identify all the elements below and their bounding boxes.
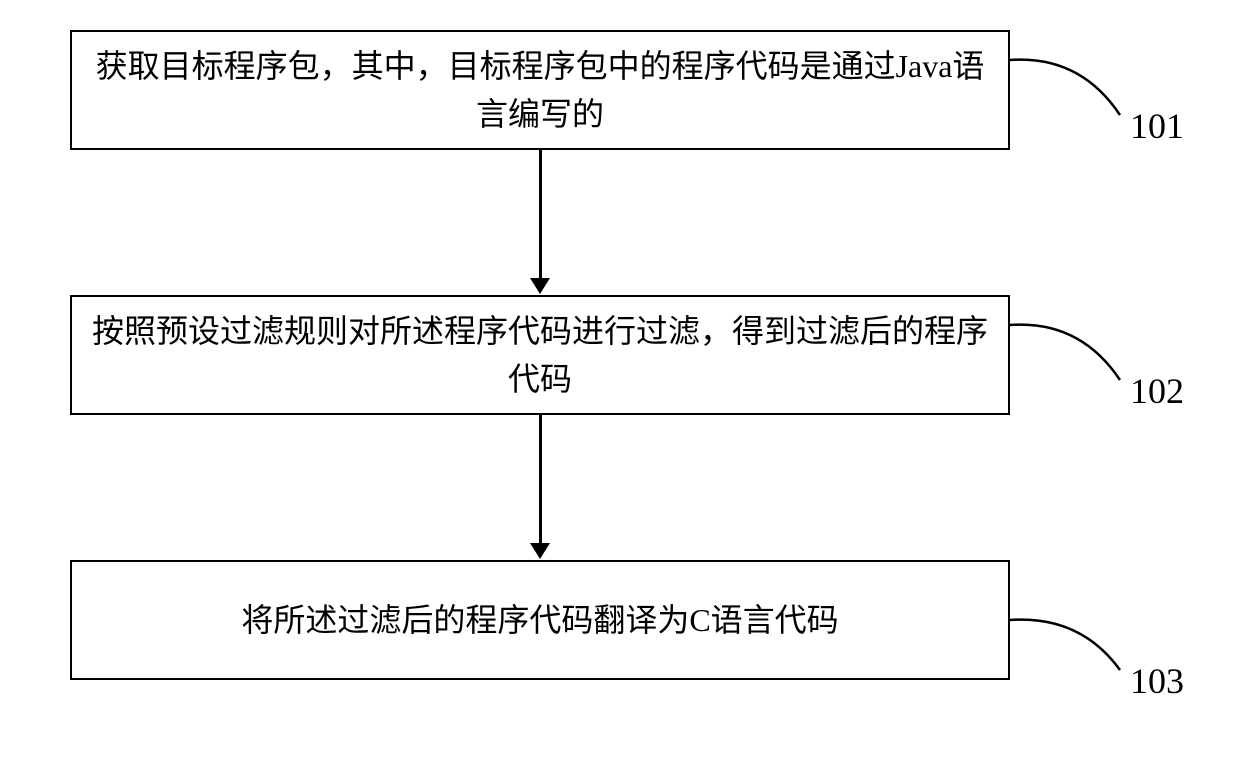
- curve-connector-3: [1010, 610, 1140, 690]
- arrow-1-2-line: [539, 150, 542, 278]
- label-103: 103: [1130, 660, 1184, 702]
- flowchart-box-1: 获取目标程序包，其中，目标程序包中的程序代码是通过Java语言编写的: [70, 30, 1010, 150]
- box-1-text: 获取目标程序包，其中，目标程序包中的程序代码是通过Java语言编写的: [92, 42, 988, 138]
- flowchart-box-3: 将所述过滤后的程序代码翻译为C语言代码: [70, 560, 1010, 680]
- arrow-2-3-line: [539, 415, 542, 543]
- flowchart-box-2: 按照预设过滤规则对所述程序代码进行过滤，得到过滤后的程序代码: [70, 295, 1010, 415]
- box-2-text: 按照预设过滤规则对所述程序代码进行过滤，得到过滤后的程序代码: [92, 307, 988, 403]
- label-102: 102: [1130, 370, 1184, 412]
- box-3-text: 将所述过滤后的程序代码翻译为C语言代码: [241, 596, 838, 644]
- curve-connector-2: [1010, 315, 1140, 395]
- curve-connector-1: [1010, 50, 1140, 130]
- arrow-1-2-head: [530, 278, 550, 294]
- label-101: 101: [1130, 105, 1184, 147]
- arrow-2-3-head: [530, 543, 550, 559]
